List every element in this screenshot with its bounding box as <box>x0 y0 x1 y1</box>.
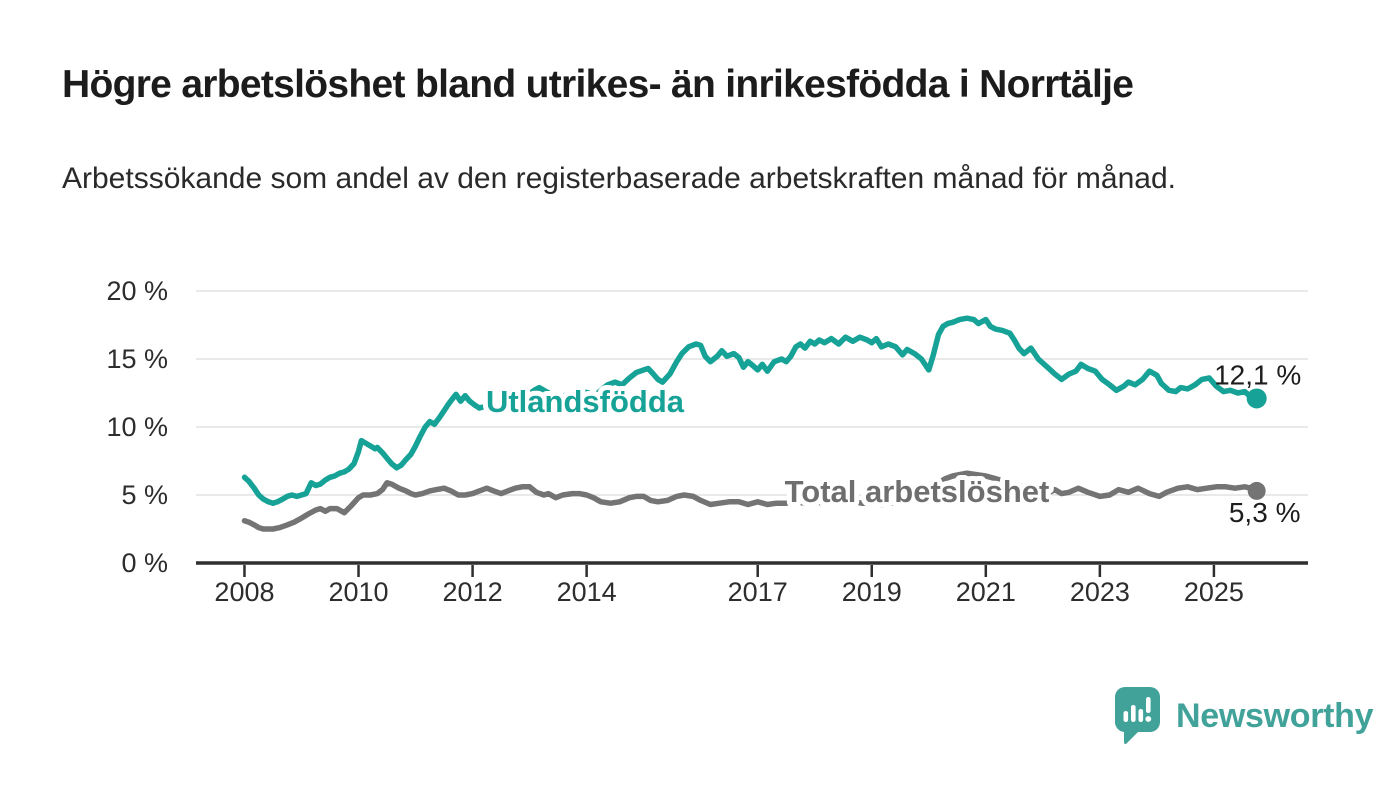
gridlines <box>196 290 1308 496</box>
x-tick-label: 2021 <box>956 577 1016 607</box>
x-tick-label: 2010 <box>328 577 388 607</box>
page-subtitle: Arbetssökande som andel av den registerb… <box>62 162 1176 195</box>
series-line-foreign-born <box>241 315 1260 506</box>
logo-bubble-shape <box>1114 686 1160 744</box>
series-labels: Utlandsfödda Total arbetslöshet <box>481 379 1054 514</box>
series-end-value: 5,3 % <box>1229 497 1301 528</box>
brand-name: Newsworthy <box>1176 696 1374 735</box>
y-tick-label: 5 % <box>121 480 168 510</box>
x-tick-label: 2012 <box>443 577 503 607</box>
y-tick-label: 10 % <box>106 412 168 442</box>
series-end-value: 12,1 % <box>1214 359 1301 390</box>
y-tick-label: 0 % <box>121 548 168 578</box>
logo-bar-chart-glyph <box>1123 696 1152 722</box>
series-end-dot <box>1246 388 1267 409</box>
series-end-dots <box>1246 388 1267 500</box>
x-tick-label: 2017 <box>728 577 788 607</box>
x-tick-label: 2014 <box>557 577 617 607</box>
page-title: Högre arbetslöshet bland utrikes- än inr… <box>62 63 1134 106</box>
series-line-total-unemployment <box>241 470 1260 532</box>
x-tick-label: 2025 <box>1184 577 1244 607</box>
x-tick-label: 2023 <box>1070 577 1130 607</box>
series-label: Total arbetslöshet <box>785 474 1050 509</box>
y-tick-label: 15 % <box>106 344 168 374</box>
x-tick-label: 2008 <box>214 577 274 607</box>
series-label: Utlandsfödda <box>486 384 685 419</box>
x-tick-label: 2019 <box>842 577 902 607</box>
newsworthy-logo-icon <box>1114 686 1160 744</box>
y-axis-labels: 0 % 5 % 10 % 15 % 20 % <box>106 276 168 578</box>
series-end-dot <box>1247 481 1266 500</box>
series-end-value-labels: 12,1 % 5,3 % <box>1214 359 1301 527</box>
brand-footer: Newsworthy <box>1114 684 1374 748</box>
series-lines <box>241 315 1260 532</box>
x-axis: 2008 2010 2012 2014 2017 2019 2021 2023 2025 <box>196 561 1308 607</box>
y-tick-label: 20 % <box>106 276 168 306</box>
